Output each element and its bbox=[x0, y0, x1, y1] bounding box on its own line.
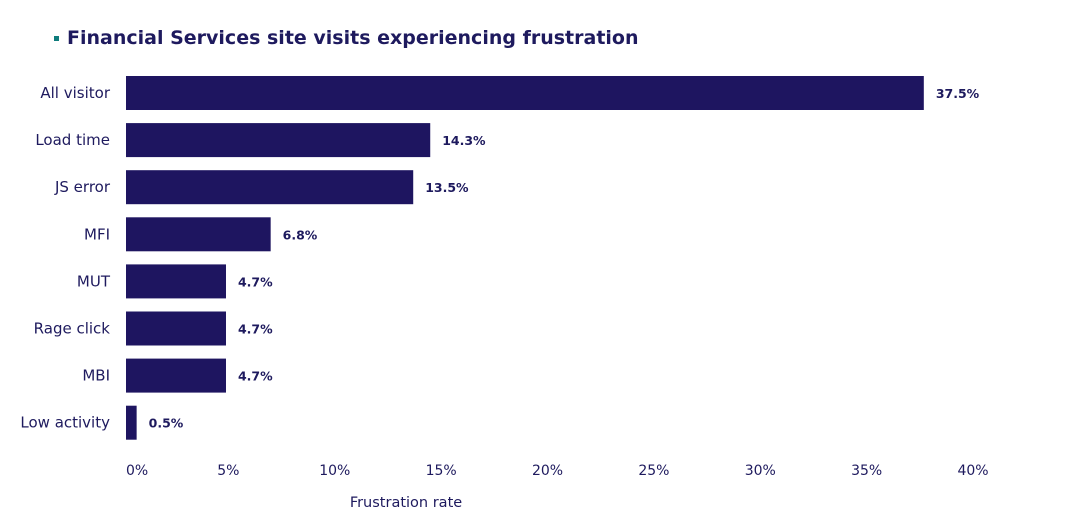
x-tick-label: 15% bbox=[426, 463, 457, 479]
bar-4 bbox=[126, 264, 226, 299]
data-label: 13.5% bbox=[425, 180, 469, 195]
category-label: MBI bbox=[82, 367, 110, 385]
x-axis-label: Frustration rate bbox=[350, 495, 462, 511]
bar-1 bbox=[126, 123, 431, 158]
category-label: MUT bbox=[77, 272, 111, 290]
bar-0 bbox=[126, 76, 924, 110]
x-tick-label: 25% bbox=[638, 463, 669, 479]
x-tick-label: 20% bbox=[532, 463, 563, 479]
category-label: Rage click bbox=[34, 320, 111, 338]
x-tick-label: 30% bbox=[745, 463, 776, 479]
data-label: 4.7% bbox=[238, 369, 273, 384]
bar-6 bbox=[126, 358, 226, 393]
title-marker-icon bbox=[54, 35, 59, 41]
data-label: 4.7% bbox=[238, 274, 273, 289]
x-tick-label: 5% bbox=[217, 463, 239, 479]
chart-title-text: Financial Services site visits experienc… bbox=[67, 27, 639, 49]
data-label: 0.5% bbox=[149, 416, 184, 431]
data-label: 4.7% bbox=[238, 322, 273, 337]
x-tick-label: 40% bbox=[957, 463, 988, 479]
bar-7 bbox=[126, 405, 137, 440]
category-label: JS error bbox=[54, 178, 111, 196]
x-tick-label: 10% bbox=[319, 463, 350, 479]
bar-2 bbox=[126, 170, 414, 205]
bar-5 bbox=[126, 311, 226, 346]
data-label: 37.5% bbox=[936, 86, 980, 101]
x-tick-label: 35% bbox=[851, 463, 882, 479]
x-tick-label: 0% bbox=[126, 463, 148, 479]
data-label: 14.3% bbox=[442, 133, 486, 148]
data-label: 6.8% bbox=[283, 227, 318, 242]
category-label: All visitor bbox=[40, 84, 110, 102]
category-label: MFI bbox=[84, 225, 110, 243]
bar-3 bbox=[126, 217, 271, 252]
chart-title: Financial Services site visits experienc… bbox=[54, 27, 639, 49]
category-label: Load time bbox=[35, 131, 110, 149]
category-label: Low activity bbox=[20, 414, 110, 432]
